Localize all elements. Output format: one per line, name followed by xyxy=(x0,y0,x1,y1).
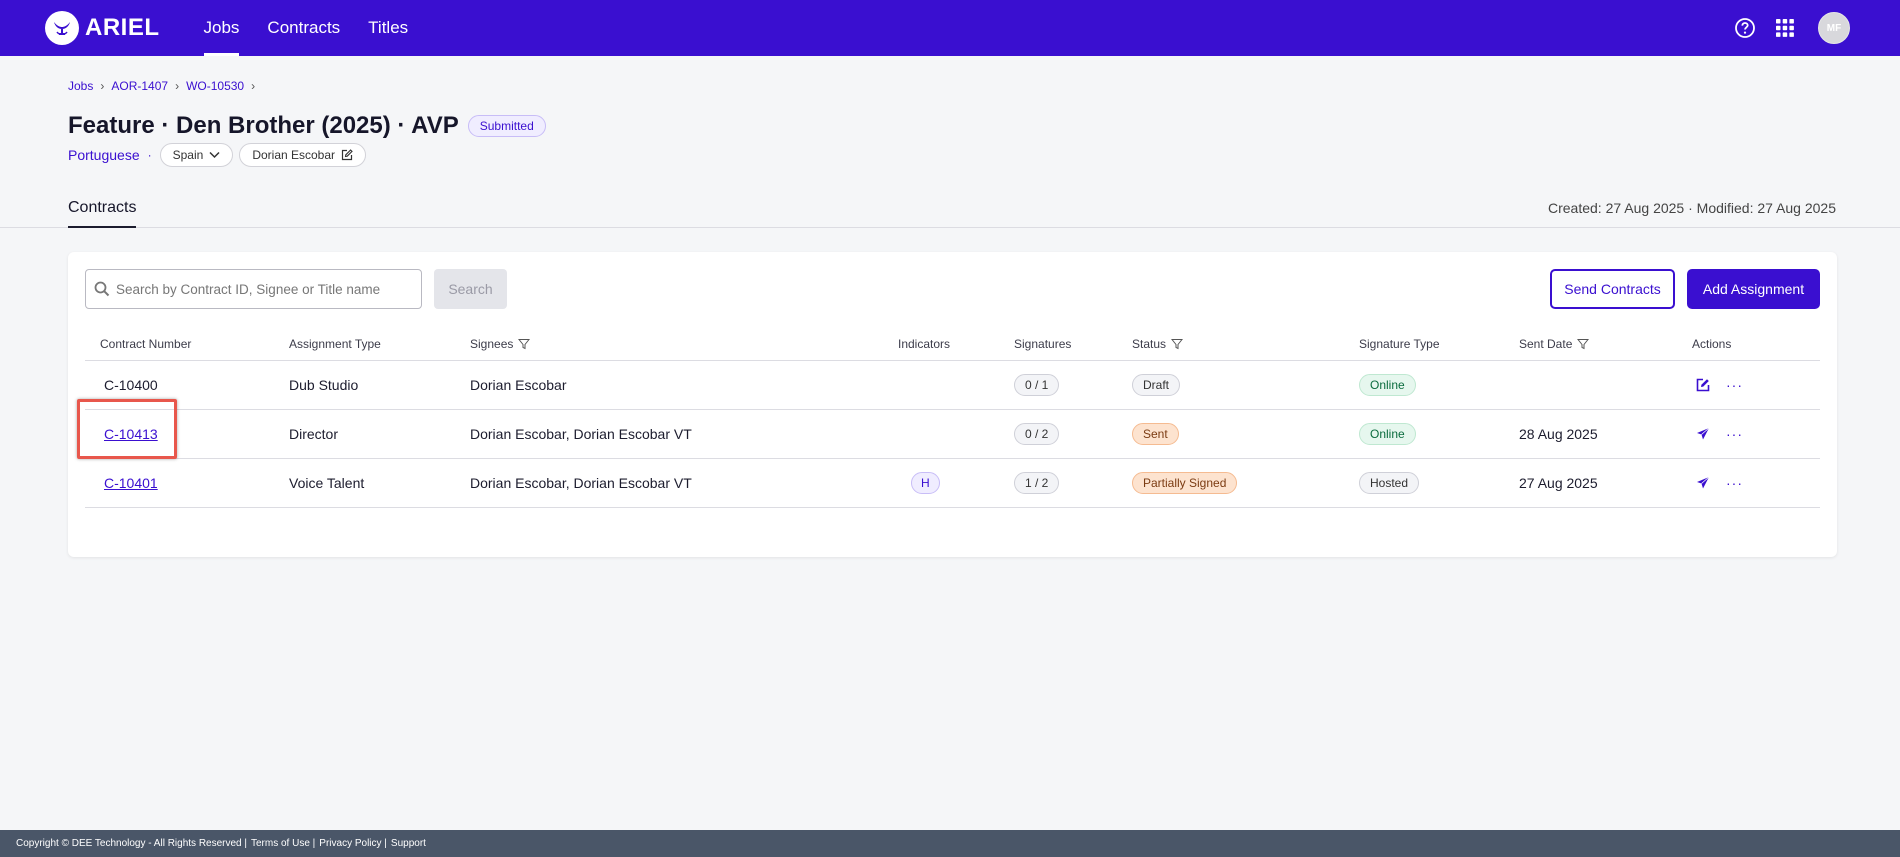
signees: Dorian Escobar, Dorian Escobar VT xyxy=(470,475,692,491)
header-assignment-type: Assignment Type xyxy=(289,337,381,351)
signees: Dorian Escobar xyxy=(470,377,567,393)
created-modified-dates: Created: 27 Aug 2025 · Modified: 27 Aug … xyxy=(1548,200,1836,216)
header-signatures: Signatures xyxy=(1014,337,1072,351)
language-link[interactable]: Portuguese xyxy=(68,147,140,163)
nav-titles[interactable]: Titles xyxy=(368,18,409,37)
indicator-badge: H xyxy=(911,472,940,494)
signature-type-badge: Hosted xyxy=(1359,472,1420,494)
search-icon xyxy=(94,281,110,297)
separator-dot: · xyxy=(147,148,152,162)
signatures-count: 0 / 1 xyxy=(1014,374,1060,396)
top-navigation-bar: ARIEL Jobs Contracts Titles MF xyxy=(0,0,1900,56)
chevron-right-icon: › xyxy=(175,79,180,93)
table-row: C-10413 Director Dorian Escobar, Dorian … xyxy=(85,410,1820,459)
main-nav: Jobs Contracts Titles xyxy=(190,0,423,56)
breadcrumb-aor[interactable]: AOR-1407 xyxy=(111,79,169,93)
footer-privacy-link[interactable]: Privacy Policy | xyxy=(319,838,387,849)
contracts-card: Search Send Contracts Add Assignment Con… xyxy=(68,252,1837,557)
help-icon[interactable] xyxy=(1732,15,1758,41)
assignee-chip[interactable]: Dorian Escobar xyxy=(239,143,367,167)
nav-right-group: MF xyxy=(1718,12,1850,44)
more-actions-button[interactable]: ··· xyxy=(1726,426,1743,442)
signees: Dorian Escobar, Dorian Escobar VT xyxy=(470,426,692,442)
send-icon[interactable] xyxy=(1696,427,1710,441)
status-badge: Draft xyxy=(1132,374,1181,396)
table-header: Contract Number Assignment Type Signees … xyxy=(85,333,1820,361)
filter-icon[interactable] xyxy=(1171,338,1184,350)
logo[interactable]: ARIEL xyxy=(45,11,160,45)
header-status-label: Status xyxy=(1132,337,1167,351)
contract-number: C-10400 xyxy=(104,377,158,393)
header-signature-type: Signature Type xyxy=(1359,337,1440,351)
chevron-right-icon: › xyxy=(100,79,105,93)
footer: Copyright © DEE Technology - All Rights … xyxy=(0,830,1900,857)
table-row: C-10401 Voice Talent Dorian Escobar, Dor… xyxy=(85,459,1820,508)
contract-number-link[interactable]: C-10401 xyxy=(104,475,158,491)
edit-icon xyxy=(341,149,353,161)
breadcrumb-wo[interactable]: WO-10530 xyxy=(186,79,245,93)
header-signees[interactable]: Signees xyxy=(470,337,531,351)
assignment-type: Voice Talent xyxy=(289,475,365,491)
status-badge: Partially Signed xyxy=(1132,472,1238,494)
footer-support-link[interactable]: Support xyxy=(390,838,426,849)
signatures-count: 0 / 2 xyxy=(1014,423,1060,445)
edit-icon[interactable] xyxy=(1696,378,1710,392)
more-actions-button[interactable]: ··· xyxy=(1726,377,1743,393)
breadcrumb: Jobs › AOR-1407 › WO-10530 › xyxy=(68,79,262,93)
filter-icon[interactable] xyxy=(518,338,531,350)
more-actions-button[interactable]: ··· xyxy=(1726,475,1743,491)
country-dropdown[interactable]: Spain xyxy=(159,143,234,167)
assignment-type: Director xyxy=(289,426,339,442)
nav-contracts[interactable]: Contracts xyxy=(267,18,341,37)
search-input[interactable] xyxy=(116,281,406,297)
assignee-label: Dorian Escobar xyxy=(252,148,336,162)
title-row: Feature · Den Brother (2025) · AVP Submi… xyxy=(68,112,546,140)
header-actions: Actions xyxy=(1692,337,1732,351)
header-indicators: Indicators xyxy=(898,337,951,351)
header-sent-date[interactable]: Sent Date xyxy=(1519,337,1590,351)
nav-jobs[interactable]: Jobs xyxy=(190,0,254,56)
apps-grid-icon[interactable] xyxy=(1772,15,1798,41)
send-contracts-button[interactable]: Send Contracts xyxy=(1550,269,1675,309)
sent-date: 28 Aug 2025 xyxy=(1519,426,1598,442)
header-signees-label: Signees xyxy=(470,337,514,351)
sent-date: 27 Aug 2025 xyxy=(1519,475,1598,491)
logo-text: ARIEL xyxy=(85,14,160,41)
user-avatar[interactable]: MF xyxy=(1818,12,1850,44)
filter-icon[interactable] xyxy=(1577,338,1590,350)
chevron-right-icon: › xyxy=(251,79,256,93)
header-contract-number: Contract Number xyxy=(100,337,192,351)
header-status[interactable]: Status xyxy=(1132,337,1184,351)
contract-number-link[interactable]: C-10413 xyxy=(104,426,158,442)
footer-copyright: Copyright © DEE Technology - All Rights … xyxy=(16,838,247,849)
header-sent-date-label: Sent Date xyxy=(1519,337,1573,351)
contracts-table: Contract Number Assignment Type Signees … xyxy=(85,333,1820,508)
whale-logo-icon xyxy=(45,11,79,45)
status-badge: Sent xyxy=(1132,423,1179,445)
job-meta-row: Portuguese · Spain Dorian Escobar xyxy=(68,143,372,167)
breadcrumb-jobs[interactable]: Jobs xyxy=(68,79,94,93)
assignment-type: Dub Studio xyxy=(289,377,359,393)
send-icon[interactable] xyxy=(1696,476,1710,490)
country-label: Spain xyxy=(172,148,204,162)
table-row: C-10400 Dub Studio Dorian Escobar 0 / 1 … xyxy=(85,361,1820,410)
tab-contracts[interactable]: Contracts xyxy=(68,196,137,228)
status-badge: Submitted xyxy=(467,115,546,137)
search-button[interactable]: Search xyxy=(434,269,507,309)
search-box xyxy=(85,269,422,309)
signature-type-badge: Online xyxy=(1359,423,1416,445)
add-assignment-button[interactable]: Add Assignment xyxy=(1687,269,1820,309)
signature-type-badge: Online xyxy=(1359,374,1416,396)
page-title: Feature · Den Brother (2025) · AVP xyxy=(68,112,459,139)
footer-terms-link[interactable]: Terms of Use | xyxy=(251,838,316,849)
tabs-row: Contracts Created: 27 Aug 2025 · Modifie… xyxy=(0,196,1900,228)
chevron-down-icon xyxy=(209,151,220,159)
signatures-count: 1 / 2 xyxy=(1014,472,1060,494)
